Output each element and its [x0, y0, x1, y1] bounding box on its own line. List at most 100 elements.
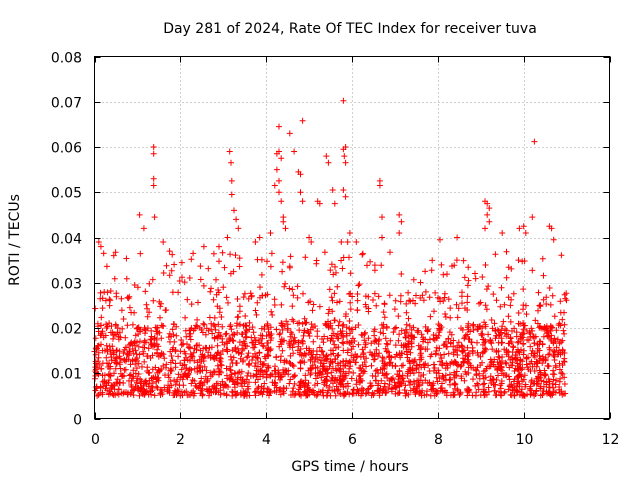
- data-point: [258, 256, 265, 263]
- data-point: [127, 340, 134, 347]
- data-point: [188, 301, 195, 308]
- data-point: [456, 391, 463, 398]
- data-point: [269, 312, 276, 318]
- data-point: [259, 391, 266, 398]
- data-point: [142, 288, 149, 295]
- data-point: [249, 339, 256, 346]
- data-point: [136, 351, 143, 358]
- data-point: [169, 326, 176, 333]
- data-point: [135, 343, 142, 350]
- x-tick-label: 8: [434, 432, 443, 448]
- data-point: [346, 358, 353, 365]
- data-point: [540, 272, 547, 279]
- data-point: [142, 330, 148, 337]
- data-point: [442, 311, 449, 317]
- data-point: [234, 296, 241, 302]
- data-point: [130, 367, 137, 374]
- data-point: [378, 262, 385, 269]
- data-point: [474, 339, 480, 346]
- data-point: [447, 305, 454, 312]
- data-point: [225, 299, 231, 306]
- data-point: [198, 375, 205, 382]
- data-point: [347, 306, 354, 313]
- data-point: [310, 338, 317, 345]
- data-point: [257, 367, 264, 374]
- data-point: [500, 318, 507, 325]
- data-point: [152, 324, 159, 331]
- data-point: [263, 368, 270, 375]
- data-point: [134, 284, 141, 291]
- data-point: [184, 296, 191, 303]
- data-point: [435, 294, 441, 301]
- data-point: [205, 327, 212, 334]
- data-point: [491, 320, 498, 327]
- data-point: [292, 372, 298, 379]
- data-point: [242, 329, 249, 336]
- data-point: [395, 313, 402, 320]
- data-point: [269, 379, 276, 386]
- outlier-point: [316, 200, 323, 207]
- data-point: [411, 334, 418, 341]
- data-point: [172, 348, 179, 355]
- data-point: [321, 355, 328, 362]
- data-point: [144, 353, 151, 360]
- data-point: [259, 335, 266, 342]
- data-point: [94, 364, 101, 371]
- data-point: [365, 335, 372, 342]
- data-point: [251, 344, 258, 351]
- data-point: [101, 347, 108, 354]
- data-point: [506, 340, 513, 347]
- data-point: [330, 374, 336, 381]
- data-point: [556, 390, 563, 397]
- data-point: [523, 327, 530, 334]
- data-point: [227, 336, 234, 343]
- data-point: [208, 344, 215, 351]
- data-point: [186, 330, 193, 337]
- data-point: [431, 308, 437, 315]
- data-point: [417, 295, 424, 301]
- data-point: [143, 381, 150, 388]
- data-point: [124, 391, 131, 398]
- data-point: [135, 371, 142, 377]
- data-point: [226, 335, 233, 342]
- data-point: [501, 301, 508, 308]
- data-point: [291, 334, 298, 341]
- data-point: [398, 327, 405, 334]
- data-point: [219, 378, 226, 385]
- outlier-point: [396, 230, 403, 236]
- data-point: [143, 301, 150, 308]
- outlier-point: [297, 171, 304, 178]
- data-point: [253, 371, 260, 378]
- data-point: [271, 382, 278, 389]
- data-point: [539, 340, 546, 347]
- data-point: [243, 392, 250, 399]
- outlier-point: [228, 191, 235, 198]
- data-point: [343, 383, 349, 390]
- y-tick-label: 0.04: [51, 232, 82, 248]
- outlier-point: [271, 182, 278, 189]
- data-point: [234, 314, 241, 321]
- outlier-point: [216, 243, 222, 250]
- data-point: [237, 355, 244, 362]
- data-point: [316, 370, 323, 377]
- data-point: [175, 289, 182, 296]
- data-point: [509, 384, 516, 391]
- data-point: [325, 323, 332, 330]
- data-point: [558, 370, 565, 376]
- data-point: [485, 283, 492, 290]
- outlier-point: [520, 223, 527, 230]
- data-point: [497, 303, 504, 310]
- outlier-point: [267, 230, 274, 236]
- data-point: [477, 299, 484, 306]
- data-point: [501, 388, 508, 395]
- data-point: [228, 326, 235, 333]
- data-point: [130, 350, 137, 357]
- outlier-point: [323, 153, 330, 160]
- data-point: [499, 367, 506, 374]
- data-point: [314, 380, 321, 387]
- data-point: [340, 321, 347, 328]
- data-point: [435, 321, 442, 328]
- data-point: [545, 362, 551, 369]
- data-point: [381, 301, 388, 308]
